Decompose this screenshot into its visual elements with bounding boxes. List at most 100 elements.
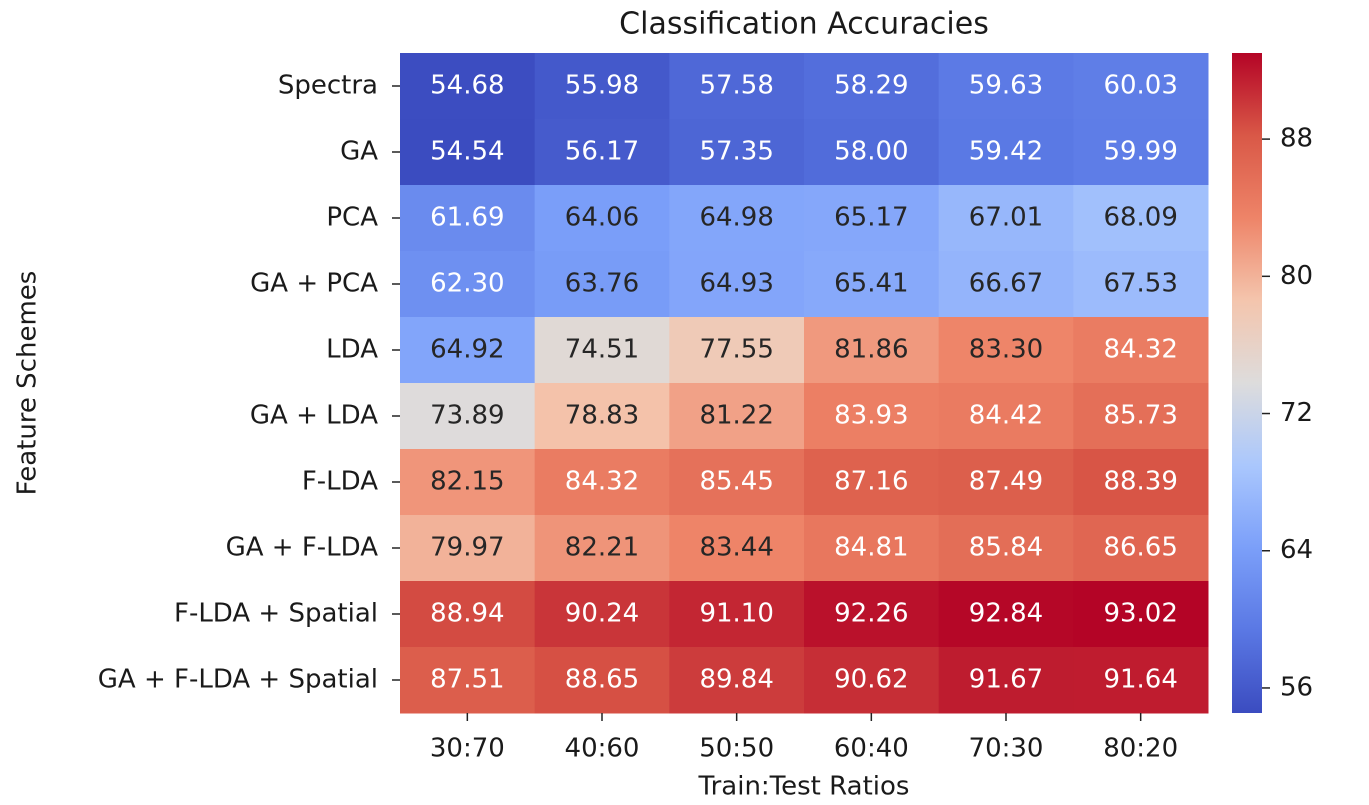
cell-label: 55.98	[565, 71, 639, 101]
cell-label: 58.00	[834, 137, 908, 167]
cell-label: 88.94	[430, 599, 504, 629]
y-tick-label: PCA	[326, 203, 378, 233]
cell-label: 57.35	[699, 137, 773, 167]
heatmap-cell	[400, 251, 536, 318]
cell-label: 54.68	[430, 71, 504, 101]
heatmap-cell	[1073, 449, 1209, 516]
colorbar-tick-label: 80	[1280, 261, 1313, 291]
heatmap-cell	[534, 251, 670, 318]
heatmap-cell	[1073, 647, 1209, 714]
cell-label: 77.55	[699, 335, 773, 365]
cell-label: 90.24	[565, 599, 639, 629]
heatmap-cell	[669, 251, 805, 318]
cell-label: 92.84	[969, 599, 1043, 629]
heatmap-cell	[534, 317, 670, 384]
cell-label: 91.67	[969, 665, 1043, 695]
heatmap-cell	[938, 53, 1074, 120]
x-tick-label: 80:20	[1103, 734, 1178, 764]
x-axis-label: Train:Test Ratios	[698, 772, 910, 802]
heatmap-cell	[938, 317, 1074, 384]
heatmap-cell	[669, 515, 805, 582]
cell-label: 67.53	[1103, 269, 1177, 299]
cell-label: 56.17	[565, 137, 639, 167]
colorbar-tick-label: 56	[1280, 672, 1313, 702]
heatmap-cell	[938, 647, 1074, 714]
heatmap-cell	[804, 647, 940, 714]
cell-label: 91.64	[1103, 665, 1177, 695]
heatmap-cell	[804, 185, 940, 252]
y-tick-label: GA + F-LDA + Spatial	[98, 665, 378, 695]
cell-label: 84.42	[969, 401, 1043, 431]
heatmap-cell	[534, 581, 670, 648]
colorbar	[1232, 53, 1262, 713]
cell-label: 64.93	[699, 269, 773, 299]
cell-label: 73.89	[430, 401, 504, 431]
heatmap-cell	[1073, 53, 1209, 120]
heatmap-cell	[938, 515, 1074, 582]
x-tick-label: 40:60	[565, 734, 640, 764]
y-tick-label: GA	[340, 137, 378, 167]
cell-label: 87.49	[969, 467, 1043, 497]
cell-label: 93.02	[1103, 599, 1177, 629]
cell-label: 64.06	[565, 203, 639, 233]
x-tick-label: 50:50	[699, 734, 774, 764]
cell-label: 58.29	[834, 71, 908, 101]
y-tick-label: F-LDA	[302, 467, 378, 497]
heatmap-cell	[938, 581, 1074, 648]
heatmap-cell	[534, 383, 670, 450]
cell-label: 90.62	[834, 665, 908, 695]
heatmap-cell	[669, 581, 805, 648]
cell-label: 83.44	[699, 533, 773, 563]
cell-label: 66.67	[969, 269, 1043, 299]
cell-label: 88.65	[565, 665, 639, 695]
heatmap-cell	[400, 515, 536, 582]
heatmap-cell	[669, 647, 805, 714]
heatmap-cell	[400, 581, 536, 648]
heatmap-cell	[938, 185, 1074, 252]
cell-label: 64.98	[699, 203, 773, 233]
cell-label: 83.93	[834, 401, 908, 431]
heatmap-cell	[804, 449, 940, 516]
cell-label: 65.17	[834, 203, 908, 233]
colorbar-tick-label: 88	[1280, 124, 1313, 154]
cell-label: 81.86	[834, 335, 908, 365]
heatmap-cell	[669, 185, 805, 252]
cell-label: 78.83	[565, 401, 639, 431]
x-tick-label: 70:30	[969, 734, 1044, 764]
y-tick-label: GA + LDA	[250, 401, 378, 431]
heatmap-cell	[1073, 581, 1209, 648]
heatmap-cell	[1073, 251, 1209, 318]
cell-label: 87.16	[834, 467, 908, 497]
cell-label: 84.32	[565, 467, 639, 497]
cell-label: 62.30	[430, 269, 504, 299]
heatmap-cell	[669, 449, 805, 516]
heatmap-cell	[534, 647, 670, 714]
heatmap-cell	[669, 317, 805, 384]
heatmap-cell	[400, 449, 536, 516]
cell-label: 61.69	[430, 203, 504, 233]
y-tick-label: GA + F-LDA	[226, 533, 379, 563]
colorbar-tick-label: 64	[1280, 535, 1313, 565]
y-axis-label: Feature Schemes	[13, 271, 43, 496]
heatmap-cell	[804, 317, 940, 384]
cell-label: 59.63	[969, 71, 1043, 101]
heatmap-cell	[938, 251, 1074, 318]
cell-label: 68.09	[1103, 203, 1177, 233]
cell-label: 91.10	[699, 599, 773, 629]
heatmap-cell	[938, 449, 1074, 516]
cell-label: 57.58	[699, 71, 773, 101]
colorbar-tick-label: 72	[1280, 398, 1313, 428]
heatmap-cell	[534, 515, 670, 582]
chart-title: Classification Accuracies	[619, 7, 989, 42]
cell-label: 87.51	[430, 665, 504, 695]
heatmap-cell	[804, 251, 940, 318]
cell-label: 85.73	[1103, 401, 1177, 431]
heatmap-cell	[534, 449, 670, 516]
heatmap-cell	[400, 119, 536, 186]
heatmap-cell	[669, 119, 805, 186]
cell-label: 79.97	[430, 533, 504, 563]
y-tick-label: F-LDA + Spatial	[174, 599, 378, 629]
y-tick-label: Spectra	[278, 71, 378, 101]
heatmap-cell	[938, 383, 1074, 450]
